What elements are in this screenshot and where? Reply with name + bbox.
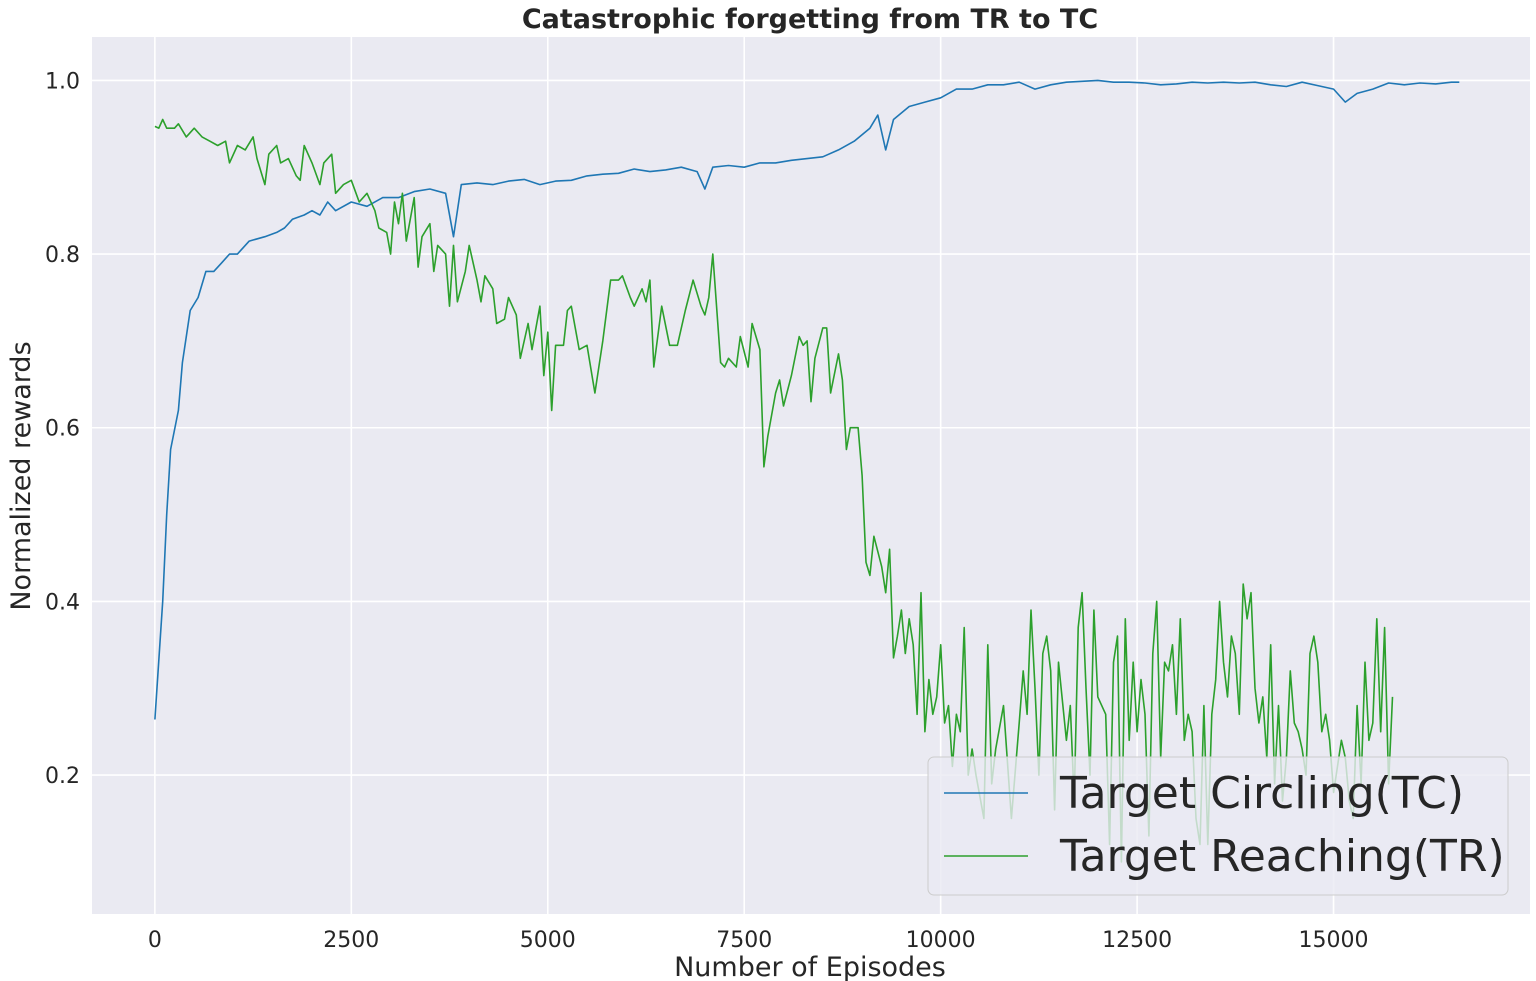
x-tick-label: 7500 <box>716 928 772 953</box>
legend-box <box>927 756 1509 896</box>
legend-label-tc: Target Circling(TC) <box>1059 768 1464 819</box>
y-tick-label: 0.8 <box>45 243 80 268</box>
series-layer <box>154 79 1460 863</box>
x-axis-label: Number of Episodes <box>674 952 946 981</box>
series-line-tc <box>154 79 1460 720</box>
x-axis-ticks: 0 2500 5000 7500 10000 12500 15000 <box>148 928 1369 953</box>
y-tick-label: 0.4 <box>45 590 80 615</box>
x-tick-label: 2500 <box>323 928 379 953</box>
chart-title: Catastrophic forgetting from TR to TC <box>522 4 1098 35</box>
x-tick-label: 0 <box>148 928 162 953</box>
y-axis-ticks: 0.2 0.4 0.6 0.8 1.0 <box>45 69 80 789</box>
x-tick-label: 5000 <box>520 928 576 953</box>
y-tick-label: 0.6 <box>45 417 80 442</box>
y-tick-label: 1.0 <box>45 69 80 94</box>
x-tick-label: 12500 <box>1102 928 1172 953</box>
x-tick-label: 10000 <box>906 928 976 953</box>
legend: Target Circling(TC) Target Reaching(TR) <box>927 756 1509 896</box>
series-line-tr <box>154 118 1394 863</box>
y-axis-label: Normalized rewards <box>6 341 37 610</box>
y-tick-label: 0.2 <box>45 764 80 789</box>
legend-label-tr: Target Reaching(TR) <box>1059 831 1505 882</box>
x-tick-label: 15000 <box>1299 928 1369 953</box>
